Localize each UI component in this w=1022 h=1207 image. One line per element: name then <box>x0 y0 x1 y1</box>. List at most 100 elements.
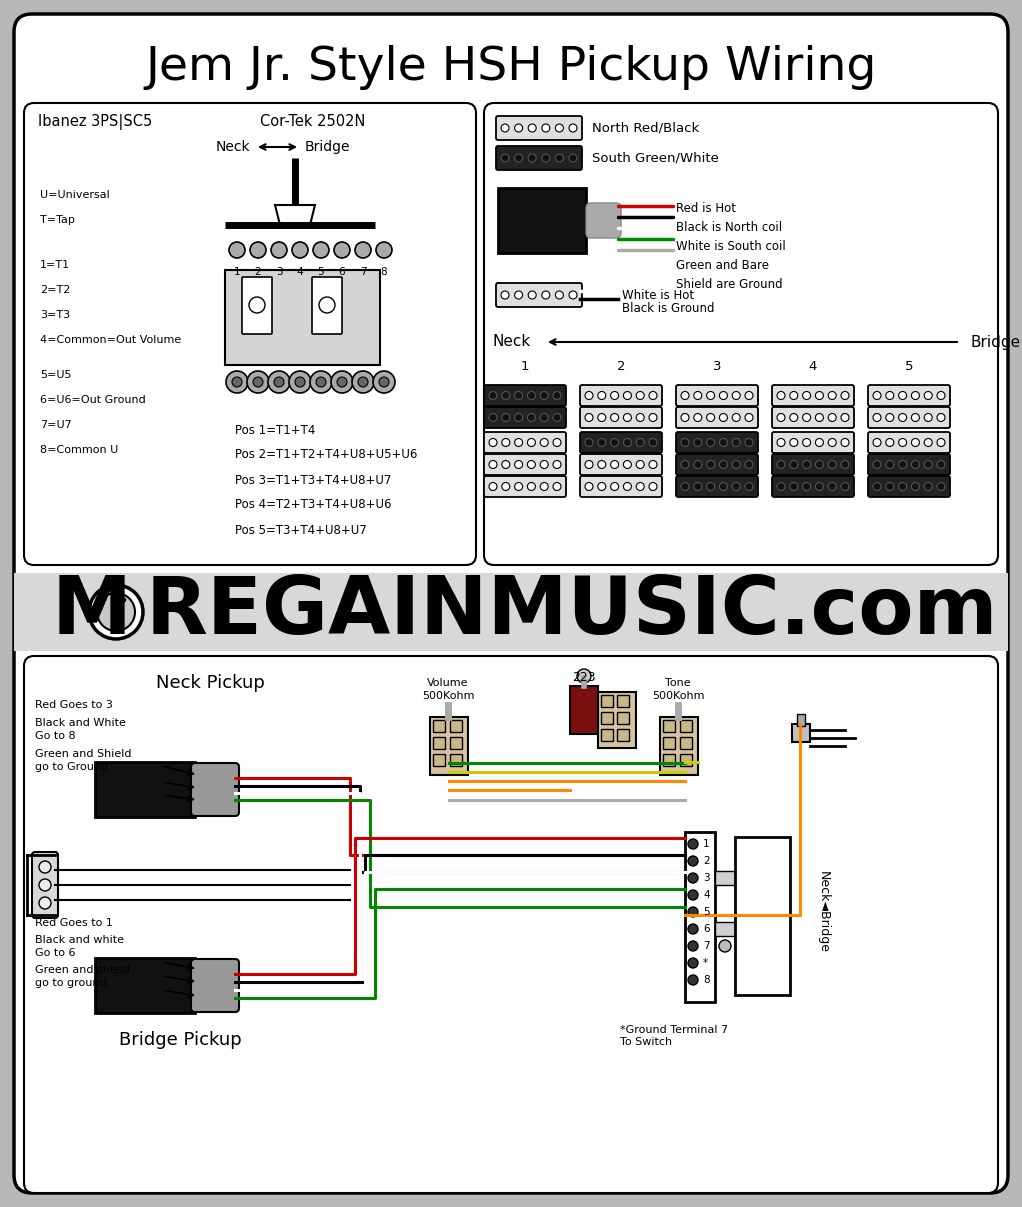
Circle shape <box>719 940 731 952</box>
Circle shape <box>515 438 522 447</box>
Circle shape <box>873 391 881 400</box>
Circle shape <box>873 438 881 447</box>
Circle shape <box>316 377 326 387</box>
FancyBboxPatch shape <box>601 712 613 724</box>
Circle shape <box>937 414 945 421</box>
Circle shape <box>515 291 522 299</box>
Circle shape <box>610 483 618 490</box>
Circle shape <box>527 438 536 447</box>
Circle shape <box>681 414 689 421</box>
FancyBboxPatch shape <box>496 116 582 140</box>
Circle shape <box>694 483 702 490</box>
Circle shape <box>319 297 335 313</box>
Circle shape <box>816 483 824 490</box>
Circle shape <box>379 377 389 387</box>
Circle shape <box>912 414 920 421</box>
Circle shape <box>777 483 785 490</box>
Text: Red Goes to 3: Red Goes to 3 <box>35 700 112 710</box>
FancyBboxPatch shape <box>484 385 566 406</box>
Text: 6: 6 <box>703 925 709 934</box>
FancyBboxPatch shape <box>191 960 239 1011</box>
Text: Green and Shield: Green and Shield <box>35 750 132 759</box>
Text: South Green/White: South Green/White <box>592 152 718 164</box>
Circle shape <box>898 414 907 421</box>
Circle shape <box>841 414 849 421</box>
Circle shape <box>886 391 894 400</box>
Circle shape <box>610 414 618 421</box>
Bar <box>715 922 735 935</box>
Circle shape <box>873 483 881 490</box>
Circle shape <box>489 391 497 400</box>
FancyBboxPatch shape <box>676 385 758 406</box>
Polygon shape <box>275 205 315 225</box>
Circle shape <box>790 483 798 490</box>
Circle shape <box>585 438 593 447</box>
FancyBboxPatch shape <box>663 721 675 731</box>
Circle shape <box>553 391 561 400</box>
Circle shape <box>937 483 945 490</box>
Text: Pos 2=T1+T2+T4+U8+U5+U6: Pos 2=T1+T2+T4+U8+U5+U6 <box>235 449 417 461</box>
Text: 3: 3 <box>276 267 282 276</box>
Text: Black and White: Black and White <box>35 718 126 728</box>
Circle shape <box>585 414 593 421</box>
FancyBboxPatch shape <box>868 454 950 476</box>
Circle shape <box>553 438 561 447</box>
Circle shape <box>569 291 577 299</box>
Circle shape <box>355 241 371 258</box>
Circle shape <box>732 483 740 490</box>
Circle shape <box>841 483 849 490</box>
Text: 4: 4 <box>703 890 709 900</box>
FancyBboxPatch shape <box>580 476 662 497</box>
Circle shape <box>649 391 657 400</box>
Circle shape <box>501 291 509 299</box>
Text: 5: 5 <box>703 906 709 917</box>
Circle shape <box>706 483 714 490</box>
Circle shape <box>802 438 810 447</box>
Circle shape <box>376 241 392 258</box>
FancyBboxPatch shape <box>496 146 582 170</box>
Text: Neck: Neck <box>216 140 250 154</box>
Text: Jem Jr. Style HSH Pickup Wiring: Jem Jr. Style HSH Pickup Wiring <box>145 46 877 91</box>
Circle shape <box>610 391 618 400</box>
Circle shape <box>232 377 242 387</box>
Text: Pos 5=T3+T4+U8+U7: Pos 5=T3+T4+U8+U7 <box>235 524 367 536</box>
Circle shape <box>598 483 606 490</box>
Circle shape <box>719 461 728 468</box>
Circle shape <box>247 371 269 393</box>
Circle shape <box>886 414 894 421</box>
Circle shape <box>623 414 632 421</box>
Circle shape <box>745 461 753 468</box>
Circle shape <box>541 414 548 421</box>
Circle shape <box>886 438 894 447</box>
Circle shape <box>289 371 311 393</box>
FancyBboxPatch shape <box>772 476 854 497</box>
Circle shape <box>553 483 561 490</box>
FancyBboxPatch shape <box>772 407 854 428</box>
Circle shape <box>501 154 509 162</box>
Circle shape <box>937 461 945 468</box>
Circle shape <box>637 461 644 468</box>
Text: 5: 5 <box>318 267 324 276</box>
Circle shape <box>39 897 51 909</box>
Circle shape <box>585 461 593 468</box>
Text: 5: 5 <box>904 361 914 373</box>
Text: Red is Hot
Black is North coil
White is South coil
Green and Bare
Shield are Gro: Red is Hot Black is North coil White is … <box>676 202 786 291</box>
Circle shape <box>502 461 510 468</box>
Circle shape <box>542 291 550 299</box>
FancyBboxPatch shape <box>242 276 272 334</box>
Circle shape <box>688 975 698 985</box>
Circle shape <box>688 890 698 900</box>
Circle shape <box>802 461 810 468</box>
FancyBboxPatch shape <box>312 276 342 334</box>
Circle shape <box>886 461 894 468</box>
FancyBboxPatch shape <box>868 407 950 428</box>
FancyBboxPatch shape <box>598 692 636 748</box>
Circle shape <box>542 154 550 162</box>
Circle shape <box>229 241 245 258</box>
FancyBboxPatch shape <box>676 432 758 453</box>
Circle shape <box>585 391 593 400</box>
Circle shape <box>732 391 740 400</box>
Bar <box>498 188 586 253</box>
FancyBboxPatch shape <box>484 454 566 476</box>
Circle shape <box>790 414 798 421</box>
